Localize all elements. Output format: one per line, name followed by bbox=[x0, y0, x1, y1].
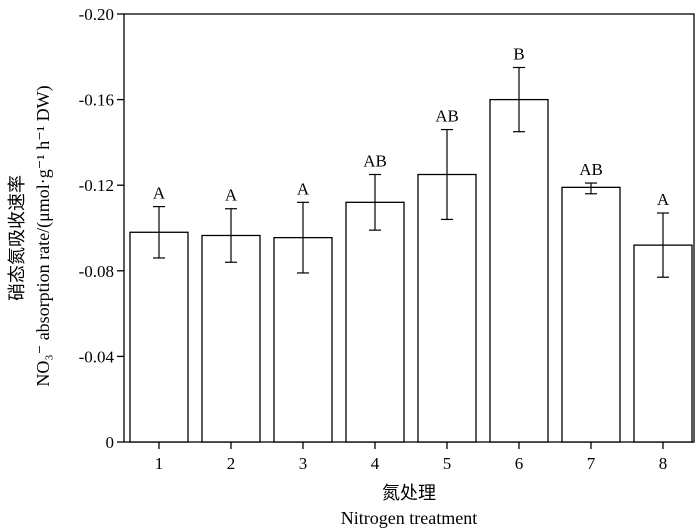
bar bbox=[201, 234, 261, 443]
x-tick-label: 7 bbox=[587, 454, 596, 473]
y-tick-label: -0.08 bbox=[79, 262, 114, 281]
error-bars-group bbox=[153, 66, 669, 278]
y-tick-label: -0.16 bbox=[79, 91, 114, 110]
significance-label: AB bbox=[363, 152, 387, 171]
bar bbox=[561, 186, 621, 443]
bar bbox=[489, 98, 549, 443]
y-tick-label: -0.04 bbox=[79, 347, 115, 366]
bar bbox=[633, 244, 693, 443]
y-axis-ticks: 0 -0.04 -0.08 -0.12 -0.16 -0.20 bbox=[79, 5, 124, 452]
significance-label: A bbox=[225, 186, 238, 205]
x-tick-label: 8 bbox=[659, 454, 668, 473]
x-axis-label-cn: 氮处理 bbox=[382, 483, 436, 503]
significance-label: A bbox=[657, 190, 670, 209]
x-tick-label: 5 bbox=[443, 454, 452, 473]
x-axis-ticks: 1 2 3 4 5 6 7 8 bbox=[155, 442, 668, 473]
y-tick-label: -0.12 bbox=[79, 176, 114, 195]
significance-label: A bbox=[153, 184, 166, 203]
y-tick-label: -0.20 bbox=[79, 5, 114, 24]
x-axis-label-en: Nitrogen treatment bbox=[341, 508, 477, 528]
significance-labels: A A A AB AB B AB A bbox=[153, 45, 670, 210]
y-axis-label-cn: 硝态氮吸收速率 bbox=[7, 175, 27, 301]
significance-label: AB bbox=[435, 107, 459, 126]
bar bbox=[345, 201, 405, 443]
x-tick-label: 2 bbox=[227, 454, 236, 473]
bars-group bbox=[129, 98, 693, 443]
plot-axes bbox=[123, 13, 695, 443]
y-axis-label-en: NO₃⁻ absorption rate/(μmol·g⁻¹ h⁻¹ DW) bbox=[33, 85, 54, 386]
plot-frame bbox=[123, 13, 695, 443]
x-tick-label: 1 bbox=[155, 454, 164, 473]
x-tick-label: 6 bbox=[515, 454, 524, 473]
significance-label: AB bbox=[579, 160, 603, 179]
x-tick-label: 4 bbox=[371, 454, 380, 473]
bar bbox=[129, 231, 189, 443]
significance-label: B bbox=[513, 45, 524, 64]
significance-label: A bbox=[297, 179, 310, 198]
x-tick-label: 3 bbox=[299, 454, 308, 473]
y-tick-label: 0 bbox=[106, 433, 115, 452]
